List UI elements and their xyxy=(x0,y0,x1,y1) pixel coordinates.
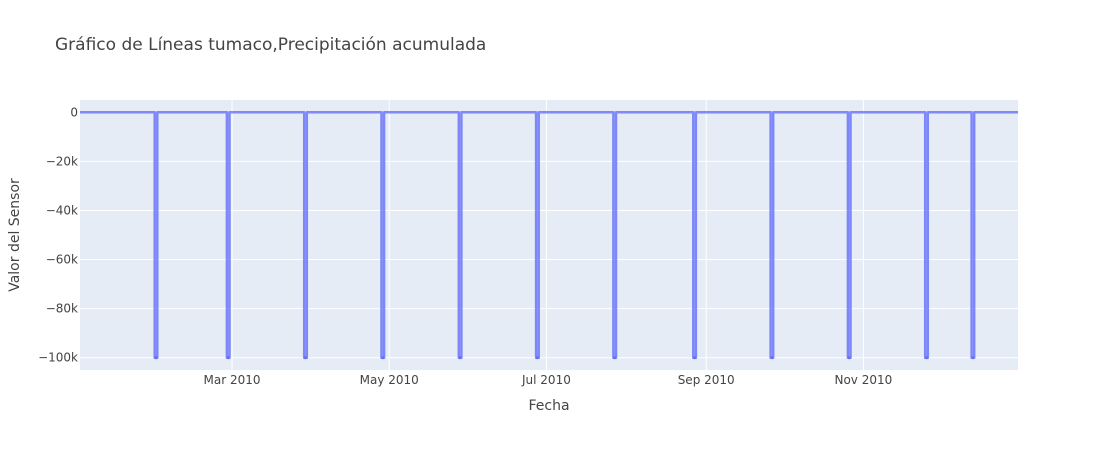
x-tick-label: Sep 2010 xyxy=(678,373,735,387)
drop-point-3 xyxy=(381,356,384,359)
x-tick-label: Jul 2010 xyxy=(521,373,571,387)
y-tick-label: −60k xyxy=(46,253,78,267)
y-tick-label: −80k xyxy=(46,302,78,316)
y-axis: 0 −20k −40k −60k −80k −100k xyxy=(38,105,78,364)
drop-point-6 xyxy=(613,356,616,359)
y-tick-label: −40k xyxy=(46,203,78,217)
chart-title: Gráfico de Líneas tumaco,Precipitación a… xyxy=(55,35,486,55)
drop-point-9 xyxy=(848,356,851,359)
y-tick-label: −20k xyxy=(46,154,78,168)
y-tick-label: −100k xyxy=(38,351,78,365)
drop-point-0 xyxy=(155,356,158,359)
x-tick-label: Nov 2010 xyxy=(834,373,892,387)
x-tick-label: May 2010 xyxy=(360,373,419,387)
drop-point-1 xyxy=(227,356,230,359)
y-tick-label: 0 xyxy=(70,105,78,119)
plot-area xyxy=(80,100,1018,370)
y-axis-label: Valor del Sensor xyxy=(7,178,23,292)
x-axis-label: Fecha xyxy=(528,398,569,414)
drop-point-7 xyxy=(693,356,696,359)
drop-point-4 xyxy=(459,356,462,359)
drop-point-2 xyxy=(304,356,307,359)
x-tick-label: Mar 2010 xyxy=(204,373,261,387)
drop-point-11 xyxy=(971,356,974,359)
drop-point-8 xyxy=(770,356,773,359)
drop-point-5 xyxy=(536,356,539,359)
x-axis: Mar 2010 May 2010 Jul 2010 Sep 2010 Nov 2010 xyxy=(204,373,893,387)
drop-point-10 xyxy=(925,356,928,359)
